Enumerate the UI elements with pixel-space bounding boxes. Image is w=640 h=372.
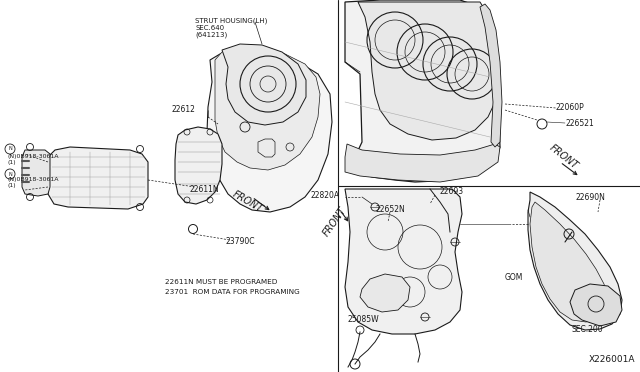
Text: N: N (8, 171, 12, 176)
Polygon shape (530, 202, 608, 322)
Polygon shape (222, 44, 306, 125)
Text: FRONT: FRONT (321, 205, 348, 238)
Text: 22612: 22612 (172, 106, 196, 115)
Polygon shape (345, 189, 462, 334)
Text: (N)0B918-3061A
(1): (N)0B918-3061A (1) (8, 177, 60, 188)
Polygon shape (22, 150, 50, 196)
Text: X226001A: X226001A (589, 355, 635, 364)
Polygon shape (345, 0, 500, 182)
Text: 22060P: 22060P (556, 103, 585, 112)
Text: 22611N: 22611N (190, 185, 220, 193)
Text: 23701  ROM DATA FOR PROGRAMING: 23701 ROM DATA FOR PROGRAMING (165, 289, 300, 295)
Polygon shape (528, 192, 622, 330)
Text: GOM: GOM (505, 273, 524, 282)
Text: 25085W: 25085W (348, 315, 380, 324)
Text: 23790C: 23790C (225, 237, 255, 247)
Polygon shape (358, 2, 498, 140)
Text: 22693: 22693 (440, 187, 464, 196)
Text: 22690N: 22690N (575, 192, 605, 202)
Text: FRONT: FRONT (231, 189, 265, 215)
Text: STRUT HOUSING(LH)
SEC.640
(641213): STRUT HOUSING(LH) SEC.640 (641213) (195, 17, 268, 38)
Text: 22820A: 22820A (311, 190, 340, 199)
Text: SEC.200: SEC.200 (572, 326, 604, 334)
Polygon shape (215, 47, 320, 170)
Polygon shape (48, 147, 148, 209)
Text: N: N (8, 147, 12, 151)
Polygon shape (480, 4, 502, 147)
Polygon shape (207, 50, 332, 212)
Text: 22611N MUST BE PROGRAMED: 22611N MUST BE PROGRAMED (165, 279, 277, 285)
Polygon shape (175, 127, 222, 204)
Text: 22652N: 22652N (375, 205, 404, 214)
Text: 226521: 226521 (565, 119, 594, 128)
Text: FRONT: FRONT (548, 143, 580, 171)
Polygon shape (345, 144, 500, 182)
Text: (N)0B918-3061A
(1): (N)0B918-3061A (1) (8, 154, 60, 165)
Polygon shape (360, 274, 410, 312)
Polygon shape (570, 284, 622, 326)
